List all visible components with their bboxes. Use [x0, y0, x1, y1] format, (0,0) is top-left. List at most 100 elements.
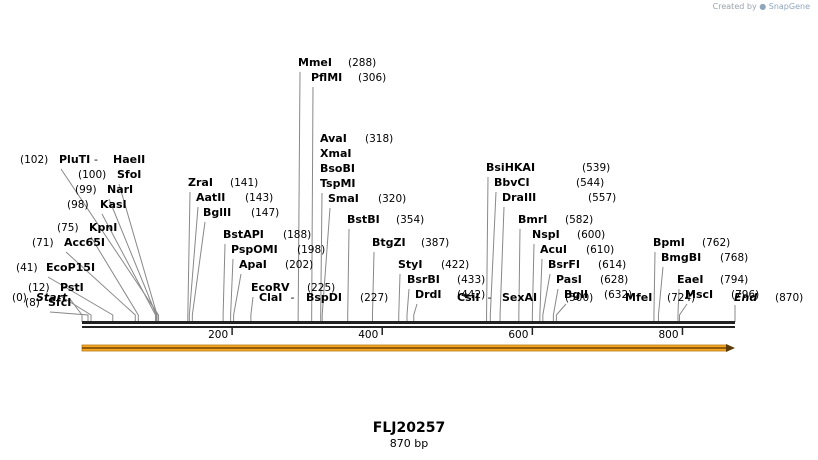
start-label: Start [36, 291, 68, 304]
site-name-label: EaeI [677, 273, 704, 286]
site-leader [531, 243, 535, 322]
site-position-label: (188) [283, 229, 311, 241]
site-position-label: (387) [421, 237, 449, 249]
site-name-label: PasI [556, 273, 582, 286]
site-leader [47, 276, 114, 322]
site-leader [311, 86, 314, 322]
site-position-label: (724) [667, 292, 695, 304]
site-position-label: (632) [604, 289, 632, 301]
site-position-label: (147) [251, 207, 279, 219]
site-leader-lines [47, 71, 736, 322]
site-leader [65, 251, 136, 322]
site-name-label: DrdI [415, 288, 442, 301]
site-leader [230, 258, 234, 322]
site-position-label: (227) [360, 292, 388, 304]
ruler-tick-label: 600 [508, 329, 528, 341]
site-name-label: BmgBI [661, 251, 701, 264]
site-leader [542, 273, 551, 322]
site-leader [188, 206, 199, 322]
site-position-label: (99) [75, 184, 97, 196]
site-position-label: (354) [396, 214, 424, 226]
site-leader [653, 251, 656, 322]
site-name-label: Acc65I [64, 236, 105, 249]
site-leader [250, 296, 254, 322]
site-position-label: (796) [731, 289, 759, 301]
site-name-label: BtgZI [372, 236, 406, 249]
site-position-label: (433) [457, 274, 485, 286]
site-name-label: PflMI [311, 71, 342, 84]
start-leader [69, 298, 83, 322]
site-position-label: (98) [67, 199, 89, 211]
backbone-bottom-strand [82, 326, 735, 328]
site-name-label: PluTI [59, 153, 90, 166]
snapgene-logo-icon: ● [759, 2, 767, 11]
site-position-label: (198) [297, 244, 325, 256]
site-leader [678, 303, 688, 322]
site-name-label: BsoBI [320, 162, 355, 175]
site-position-label: (202) [285, 259, 313, 271]
site-name-label: BglI [564, 288, 588, 301]
site-leader [321, 207, 331, 322]
site-leader [677, 288, 680, 322]
site-name-label: BsiHKAI [486, 161, 535, 174]
site-name-label: NarI [107, 183, 133, 196]
site-position-label: (75) [57, 222, 79, 234]
site-position-label: (8) [25, 297, 40, 309]
site-name-label: SfoI [117, 168, 141, 181]
ruler-ticks: 200 400 600 800 [208, 328, 684, 341]
sequence-backbone [82, 321, 735, 328]
site-position-label: (12) [28, 282, 50, 294]
feature-arrow [81, 344, 735, 352]
site-leader [518, 228, 521, 322]
site-position-label: (614) [598, 259, 626, 271]
site-name-label: SmaI [328, 192, 359, 205]
site-position-label: (557) [588, 192, 616, 204]
snapgene-watermark: Created by ● SnapGene [713, 2, 810, 11]
site-leader [398, 273, 401, 322]
feature-arrow-core [82, 347, 727, 349]
site-name-label: BstBI [347, 213, 380, 226]
site-position-label: (422) [441, 259, 469, 271]
site-name-label: MscI [685, 288, 713, 301]
site-name-label: KasI [100, 198, 127, 211]
site-leader [90, 236, 139, 322]
site-position-label: (100) [78, 169, 106, 181]
site-name-label: BsrBI [407, 273, 440, 286]
site-leader [187, 191, 191, 322]
site-position-label: (442) [457, 289, 485, 301]
site-name-label: MmeI [298, 56, 332, 69]
site-name-label: XmaI [320, 147, 351, 160]
site-labels: SfcI (8) PstI (12) EcoP15I (41) Acc65I (71) KpnI… [12, 56, 803, 309]
site-position-label: (610) [586, 244, 614, 256]
site-name-label: EcoP15I [46, 261, 95, 274]
site-name-label: PspOMI [231, 243, 278, 256]
ruler-tick-label: 800 [658, 329, 678, 341]
site-position-label: (102) [20, 154, 48, 166]
watermark-brand: SnapGene [768, 2, 810, 11]
sequence-length: 870 bp [389, 437, 429, 450]
site-name-label: AcuI [540, 243, 567, 256]
site-position-label: (600) [577, 229, 605, 241]
site-name-label: EcoRV [251, 281, 290, 294]
site-name-label: HaeII [113, 153, 145, 166]
site-position-label: (225) [307, 282, 335, 294]
site-name-label: ClaI [259, 291, 282, 304]
site-position-label: (544) [576, 177, 604, 189]
site-leader [233, 273, 242, 322]
site-position-label: (41) [16, 262, 38, 274]
site-name-label: AatII [196, 191, 225, 204]
site-mark: * [463, 291, 469, 304]
site-name-label: ApaI [239, 258, 267, 271]
site-name-label: TspMI [320, 177, 356, 190]
site-name-label: BpmI [653, 236, 685, 249]
site-leader [61, 296, 92, 322]
site-leader [108, 198, 157, 322]
site-position-label: (539) [582, 162, 610, 174]
site-leader [320, 192, 323, 322]
site-leader [539, 258, 543, 322]
site-leader [371, 251, 375, 322]
end-position-label: (870) [775, 292, 803, 304]
site-name-label: BstAPI [223, 228, 264, 241]
site-position-label: (628) [600, 274, 628, 286]
